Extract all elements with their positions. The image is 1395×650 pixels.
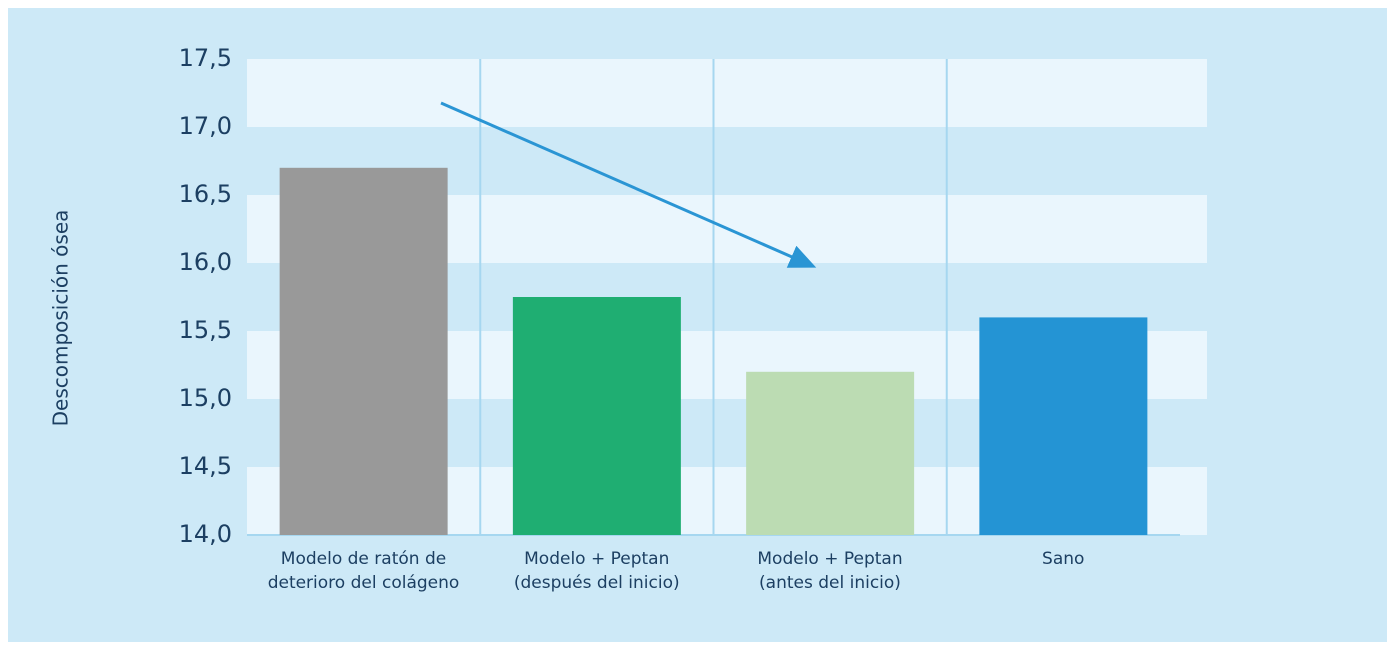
y-tick-label: 16,0: [179, 248, 232, 276]
x-tick-label: Modelo de ratón de deterioro del colágen…: [267, 549, 460, 593]
x-tick-label: Modelo + Peptan (antes del inicio): [757, 549, 903, 593]
bar: [512, 297, 681, 535]
grid-band: [247, 59, 1207, 127]
x-tick-label: Sano: [1042, 549, 1085, 569]
y-axis-label: Descomposición ósea: [49, 210, 73, 427]
y-tick-label: 16,5: [179, 180, 232, 208]
y-tick-label: 15,5: [179, 316, 232, 344]
x-tick-label: Modelo + Peptan (después del inicio): [513, 549, 680, 593]
bar: [279, 167, 448, 536]
trend-arrow: [440, 101, 817, 268]
y-tick-label: 14,0: [179, 520, 232, 548]
bar: [979, 317, 1148, 535]
y-tick-label: 15,0: [179, 384, 232, 412]
y-tick-label: 17,5: [179, 44, 232, 72]
y-tick-label: 14,5: [179, 452, 232, 480]
bar: [746, 371, 915, 535]
y-tick-label: 17,0: [179, 112, 232, 140]
